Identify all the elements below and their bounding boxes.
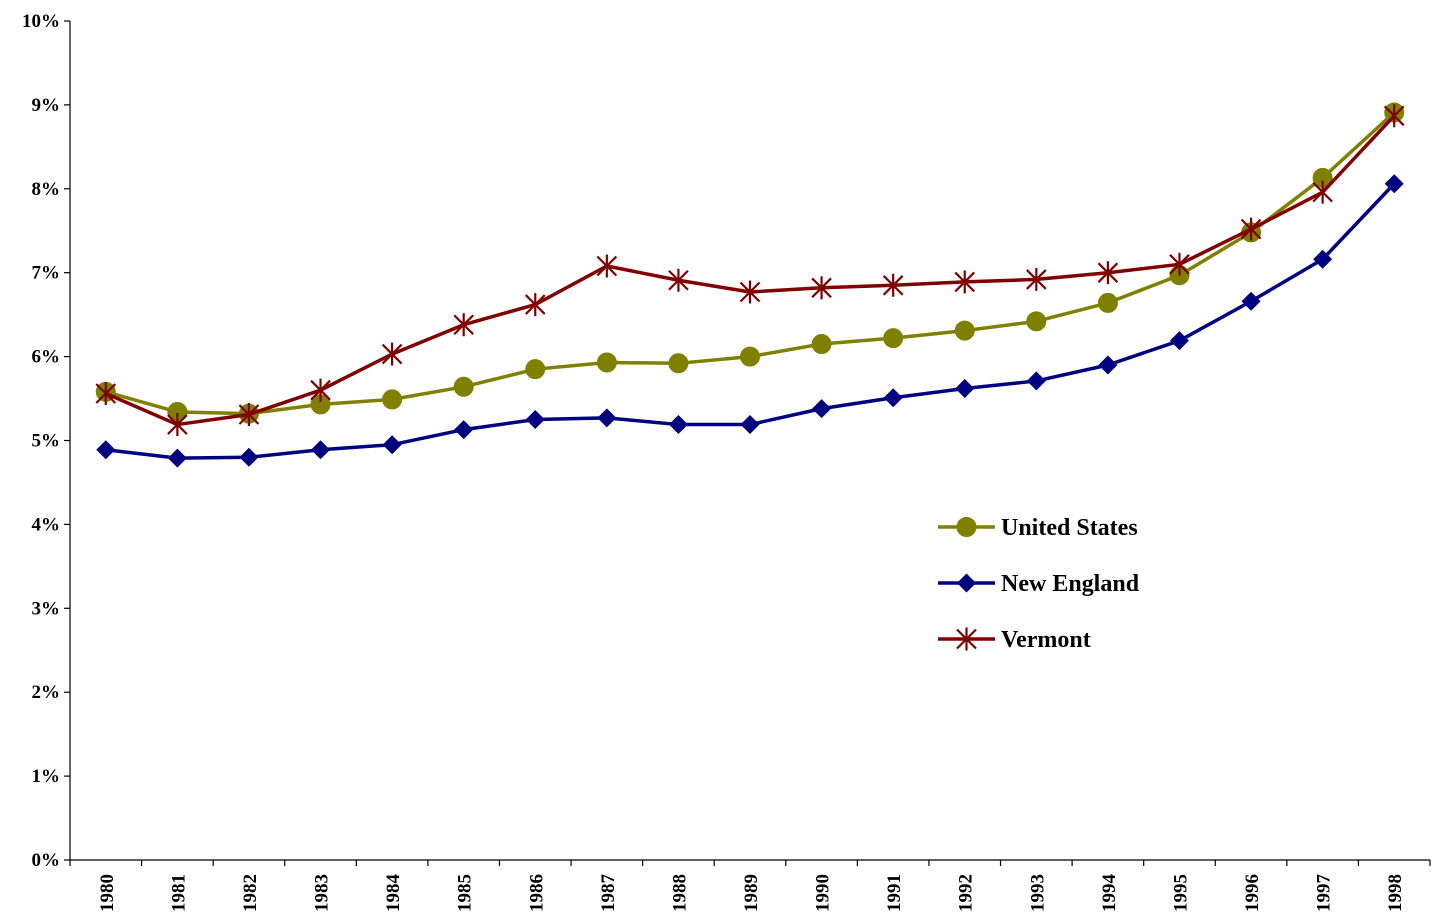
data-point-vermont <box>1097 261 1119 285</box>
series-new-england <box>96 174 1404 468</box>
data-point-new-england <box>955 378 975 398</box>
y-tick-label: 3% <box>32 598 61 619</box>
data-point-vermont <box>453 313 474 337</box>
legend: United States New England Vermont <box>938 515 1140 653</box>
data-point-vermont <box>1383 104 1405 128</box>
x-tick-label: 1980 <box>97 874 118 912</box>
legend-entry-united-states: United States <box>938 515 1138 541</box>
y-tick-label: 0% <box>32 850 61 871</box>
data-point-vermont <box>811 276 832 300</box>
data-point-vermont <box>739 280 761 304</box>
y-tick-label: 9% <box>32 95 61 116</box>
data-point-vermont <box>596 254 618 278</box>
data-point-united-states <box>1097 292 1118 313</box>
y-tick-label: 7% <box>32 263 61 284</box>
x-tick-label: 1996 <box>1242 874 1263 912</box>
data-point-united-states <box>453 376 474 397</box>
x-tick-label: 1982 <box>240 874 261 912</box>
data-point-united-states <box>382 389 403 410</box>
data-point-united-states <box>954 320 975 341</box>
x-tick-label: 1985 <box>455 874 476 912</box>
legend-label: United States <box>1001 515 1138 541</box>
data-point-vermont <box>95 382 117 406</box>
data-point-vermont <box>310 378 331 402</box>
data-point-vermont <box>1169 252 1190 276</box>
x-tick-label: 1986 <box>526 874 547 912</box>
data-point-vermont <box>1312 180 1333 204</box>
data-point-vermont <box>1026 267 1047 291</box>
data-point-vermont <box>882 273 904 297</box>
x-tick-label: 1987 <box>598 874 619 913</box>
series-line-vermont <box>105 114 1396 427</box>
x-tick-label: 1995 <box>1170 874 1191 912</box>
data-point-united-states <box>740 346 760 367</box>
x-tick-label: 1989 <box>741 874 762 912</box>
data-point-united-states <box>596 352 617 373</box>
series-line-united-states <box>105 111 1396 416</box>
data-point-new-england <box>740 415 760 435</box>
data-point-new-england <box>668 415 688 435</box>
data-point-united-states <box>883 328 904 349</box>
y-tick-label: 10% <box>22 11 60 32</box>
legend-label: Vermont <box>1001 627 1091 653</box>
data-point-united-states <box>1026 311 1047 332</box>
x-tick-label: 1993 <box>1027 874 1048 912</box>
data-point-vermont <box>381 342 403 366</box>
x-tick-label: 1984 <box>383 874 404 913</box>
data-point-new-england <box>1384 174 1404 194</box>
x-tick-label: 1988 <box>669 874 690 912</box>
y-tick-label: 6% <box>32 347 61 368</box>
data-point-new-england <box>1241 291 1261 311</box>
legend-marker <box>957 573 976 593</box>
series-vermont <box>95 104 1405 437</box>
data-point-vermont <box>668 268 689 292</box>
y-axis-ticks: 0% 1% 2% 3% 4% 5% 6% 7% 8% 9% 10% <box>22 11 70 871</box>
data-point-new-england <box>1098 355 1118 375</box>
data-point-vermont <box>524 293 546 317</box>
data-point-new-england <box>883 388 903 408</box>
y-tick-label: 5% <box>32 431 61 452</box>
x-axis-ticks: 1980 1981 1982 1983 1984 1985 1986 1987 1988 1989… <box>69 860 1431 913</box>
y-tick-label: 2% <box>32 682 61 703</box>
y-tick-label: 8% <box>32 179 61 200</box>
x-tick-label: 1994 <box>1099 874 1120 913</box>
data-point-new-england <box>1169 331 1189 351</box>
y-tick-label: 1% <box>32 766 61 787</box>
legend-label: New England <box>1001 571 1140 597</box>
data-point-vermont <box>238 402 260 426</box>
x-tick-label: 1983 <box>312 874 333 912</box>
data-point-new-england <box>311 440 331 460</box>
legend-marker <box>956 517 977 537</box>
data-point-new-england <box>239 447 259 467</box>
data-point-new-england <box>1313 249 1333 269</box>
x-tick-label: 1981 <box>168 874 189 912</box>
data-point-new-england <box>382 435 402 455</box>
legend-entry-vermont: Vermont <box>938 627 1091 653</box>
axes <box>69 21 1430 861</box>
x-tick-label: 1990 <box>813 874 834 912</box>
x-tick-label: 1998 <box>1385 874 1406 912</box>
data-point-vermont <box>954 270 976 294</box>
data-point-new-england <box>525 410 545 430</box>
y-tick-label: 4% <box>32 514 61 535</box>
x-tick-label: 1992 <box>956 874 977 912</box>
data-point-new-england <box>812 399 832 419</box>
data-point-new-england <box>597 408 617 428</box>
data-point-united-states <box>525 359 546 380</box>
data-point-new-england <box>1026 371 1046 391</box>
data-point-united-states <box>668 353 689 374</box>
x-tick-label: 1997 <box>1314 874 1335 913</box>
data-point-new-england <box>454 420 474 440</box>
legend-marker <box>956 627 977 651</box>
x-tick-label: 1991 <box>884 874 905 912</box>
data-point-vermont <box>167 413 188 437</box>
legend-entry-new-england: New England <box>938 571 1140 597</box>
series-layer <box>95 102 1405 468</box>
data-point-vermont <box>1240 217 1262 241</box>
data-point-new-england <box>96 440 116 460</box>
data-point-united-states <box>811 334 832 355</box>
series-united-states <box>95 102 1405 424</box>
data-point-new-england <box>167 448 187 468</box>
